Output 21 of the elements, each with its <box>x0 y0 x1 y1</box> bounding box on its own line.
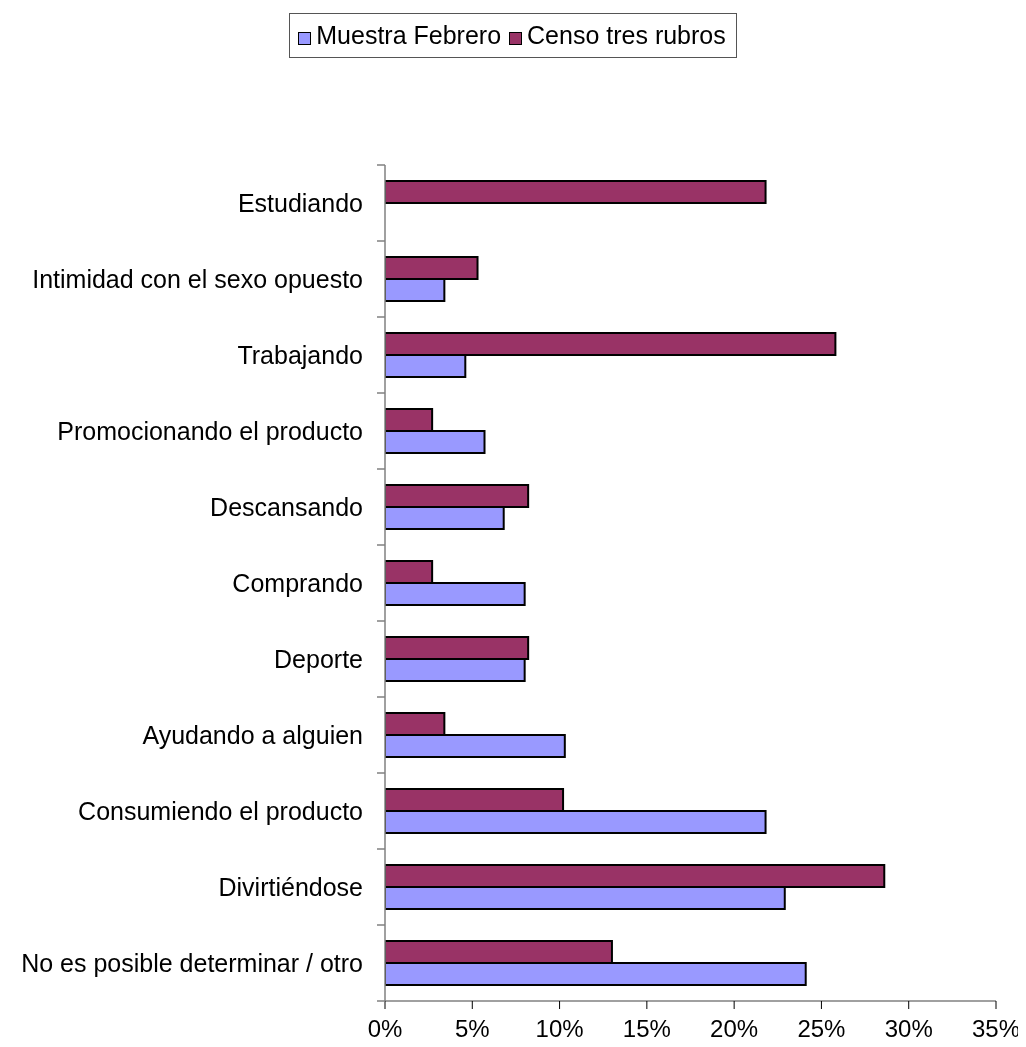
y-tick-label: Intimidad con el sexo opuesto <box>32 264 363 293</box>
legend-label: Muestra Febrero <box>316 20 502 51</box>
x-tick-label: 0% <box>367 1015 403 1043</box>
x-tick-label: 15% <box>622 1015 671 1043</box>
x-tick-label: 5% <box>454 1015 490 1043</box>
y-tick-label: Descansando <box>210 492 363 521</box>
legend-label: Censo tres rubros <box>527 20 726 51</box>
bar <box>385 180 767 204</box>
y-tick-label: Consumiendo el producto <box>78 796 363 825</box>
x-tick-label: 20% <box>710 1015 759 1043</box>
y-tick-label: No es posible determinar / otro <box>21 948 363 977</box>
y-tick-label: Estudiando <box>237 188 363 217</box>
y-tick-label: Ayudando a alguien <box>142 720 363 749</box>
y-tick-label: Promocionando el producto <box>57 416 363 445</box>
y-tick-label: Comprando <box>232 568 363 597</box>
x-tick-label: 30% <box>884 1015 933 1043</box>
y-tick-label: Trabajando <box>237 340 363 369</box>
x-tick-label: 10% <box>535 1015 584 1043</box>
x-tick-label: 25% <box>797 1015 846 1043</box>
y-tick-label: Deporte <box>274 644 363 673</box>
y-tick-label: Divirtiéndose <box>218 872 363 901</box>
